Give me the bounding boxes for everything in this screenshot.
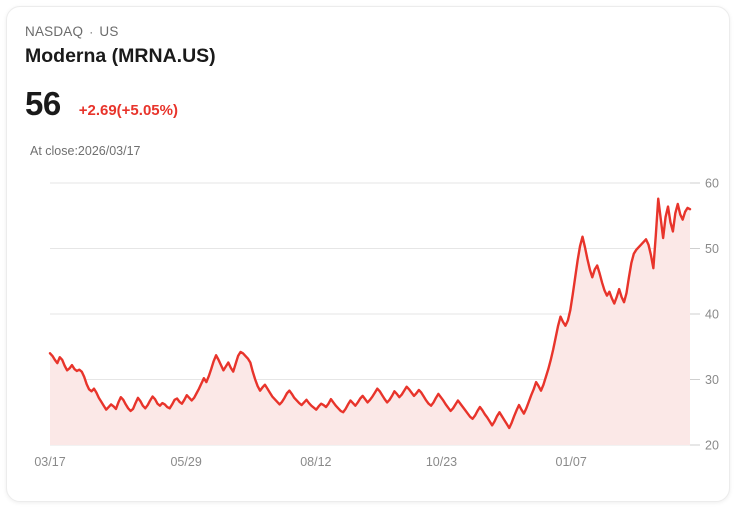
price-chart[interactable]: 20 30 40 50 60 03/17 05/29 08/12 10/23 01/07 xyxy=(7,167,730,487)
page-title: Moderna (MRNA.US) xyxy=(25,45,216,67)
separator-dot: · xyxy=(89,25,94,39)
chart-price-line xyxy=(48,197,692,430)
quote-header: NASDAQ · US Moderna (MRNA.US) xyxy=(25,23,625,69)
quote-row: 56 +2.69(+5.05%) xyxy=(25,85,178,123)
stock-quote-card: NASDAQ · US Moderna (MRNA.US) 56 +2.69(+5.… xyxy=(6,6,730,502)
x-axis-tick-label: 08/12 xyxy=(300,455,331,469)
x-axis-tick-label: 05/29 xyxy=(170,455,201,469)
price-change: +2.69(+5.05%) xyxy=(78,102,178,119)
chart-area-fill xyxy=(50,198,690,445)
x-axis-tick-label: 10/23 xyxy=(426,455,457,469)
y-axis-tick-label: 20 xyxy=(705,439,719,453)
x-axis-tick-label: 01/07 xyxy=(556,455,587,469)
exchange-label: NASDAQ xyxy=(25,24,84,39)
y-axis-tick-label: 50 xyxy=(705,242,719,256)
y-axis-tick-label: 30 xyxy=(705,373,719,387)
region-label: US xyxy=(99,24,119,39)
price-chart-svg[interactable]: 20 30 40 50 60 03/17 05/29 08/12 10/23 01/07 xyxy=(7,167,730,487)
current-price: 56 xyxy=(25,85,61,122)
exchange-region-row: NASDAQ · US xyxy=(25,23,625,41)
y-axis-tick-label: 40 xyxy=(705,308,719,322)
x-axis-tick-label: 03/17 xyxy=(34,455,65,469)
market-status: At close:2026/03/17 xyxy=(30,144,141,158)
chart-y-axis-labels: 20 30 40 50 60 xyxy=(705,177,719,453)
y-axis-tick-label: 60 xyxy=(705,177,719,191)
chart-x-axis-labels: 03/17 05/29 08/12 10/23 01/07 xyxy=(34,455,586,469)
